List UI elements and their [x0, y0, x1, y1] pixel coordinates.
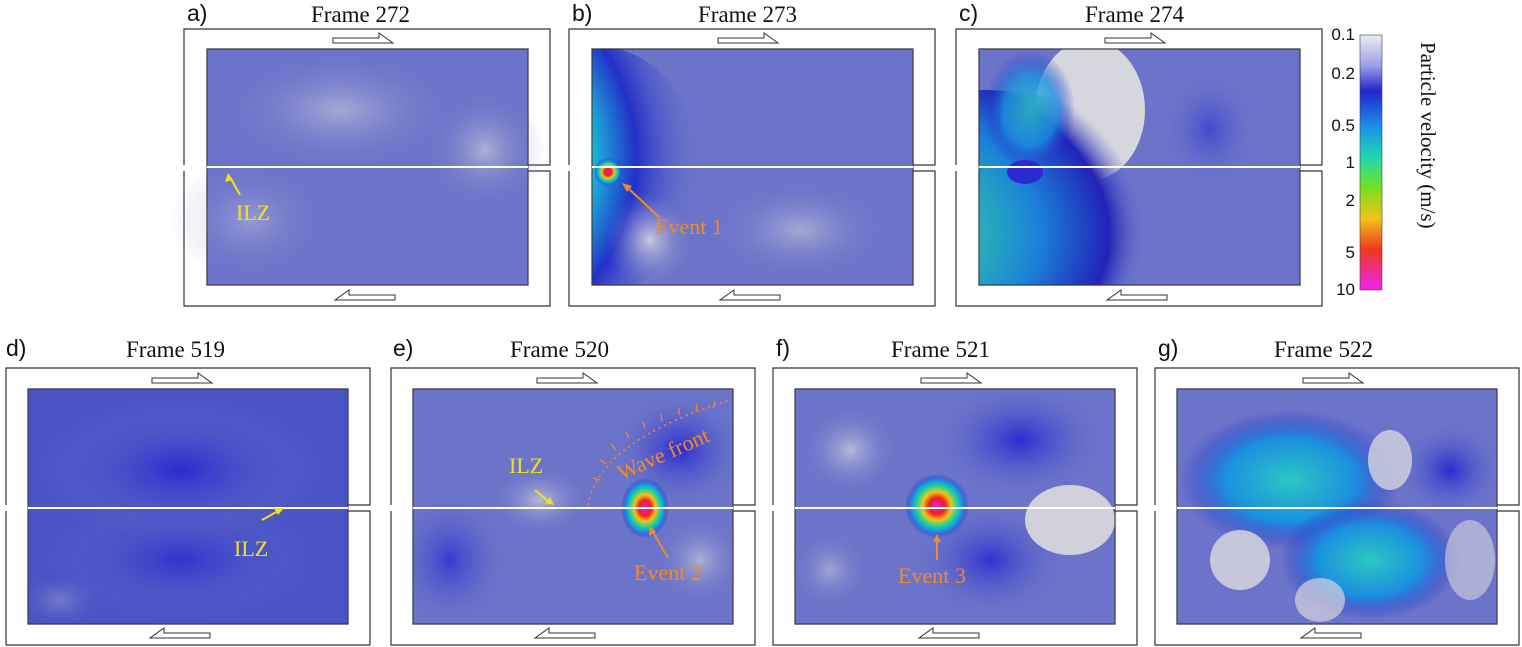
panel-title-g: Frame 522: [1274, 337, 1374, 362]
panel-b-frame: [568, 28, 936, 307]
annotation-arrows: [225, 173, 941, 560]
panel-title-f: Frame 521: [891, 337, 991, 362]
colorbar-tick: 0.5: [1331, 116, 1355, 135]
annotation-event-3: Event 3: [898, 563, 966, 588]
panel-letter-f: f): [776, 335, 791, 361]
panel-e-frame: [390, 367, 756, 646]
panel-title-c: Frame 274: [1085, 2, 1185, 27]
panel-a-frame: [170, 28, 551, 307]
annotation-ilz-d: ILZ: [234, 536, 269, 561]
panel-c-frame: [955, 28, 1323, 307]
panel-title-d: Frame 519: [126, 337, 226, 362]
colorbar-tick: 0.1: [1331, 25, 1355, 44]
colorbar-tick: 1: [1345, 153, 1355, 172]
annotation-ilz-e: ILZ: [509, 453, 544, 478]
panel-title-a: Frame 272: [311, 2, 411, 27]
panel-letter-b: b): [572, 0, 593, 26]
panel-letter-d: d): [6, 335, 27, 361]
panel-letter-c: c): [959, 0, 979, 26]
panel-letter-g: g): [1158, 335, 1179, 361]
panel-letter-e: e): [393, 335, 414, 361]
panel-title-b: Frame 273: [698, 2, 798, 27]
colorbar-tick: 2: [1345, 191, 1355, 210]
annotation-event-1: Event 1: [655, 214, 723, 239]
colorbar-tick: 0.2: [1331, 64, 1355, 83]
panel-d-frame: [5, 367, 371, 646]
panel-letter-a: a): [187, 0, 208, 26]
colorbar-tick: 5: [1345, 243, 1355, 262]
panel-g-frame: [1154, 367, 1520, 646]
colorbar-tick: 10: [1336, 280, 1355, 299]
panel-f-frame: [772, 367, 1138, 646]
panel-title-e: Frame 520: [510, 337, 610, 362]
annotation-event-2: Event 2: [634, 560, 702, 585]
annotation-ilz-a: ILZ: [236, 200, 271, 225]
